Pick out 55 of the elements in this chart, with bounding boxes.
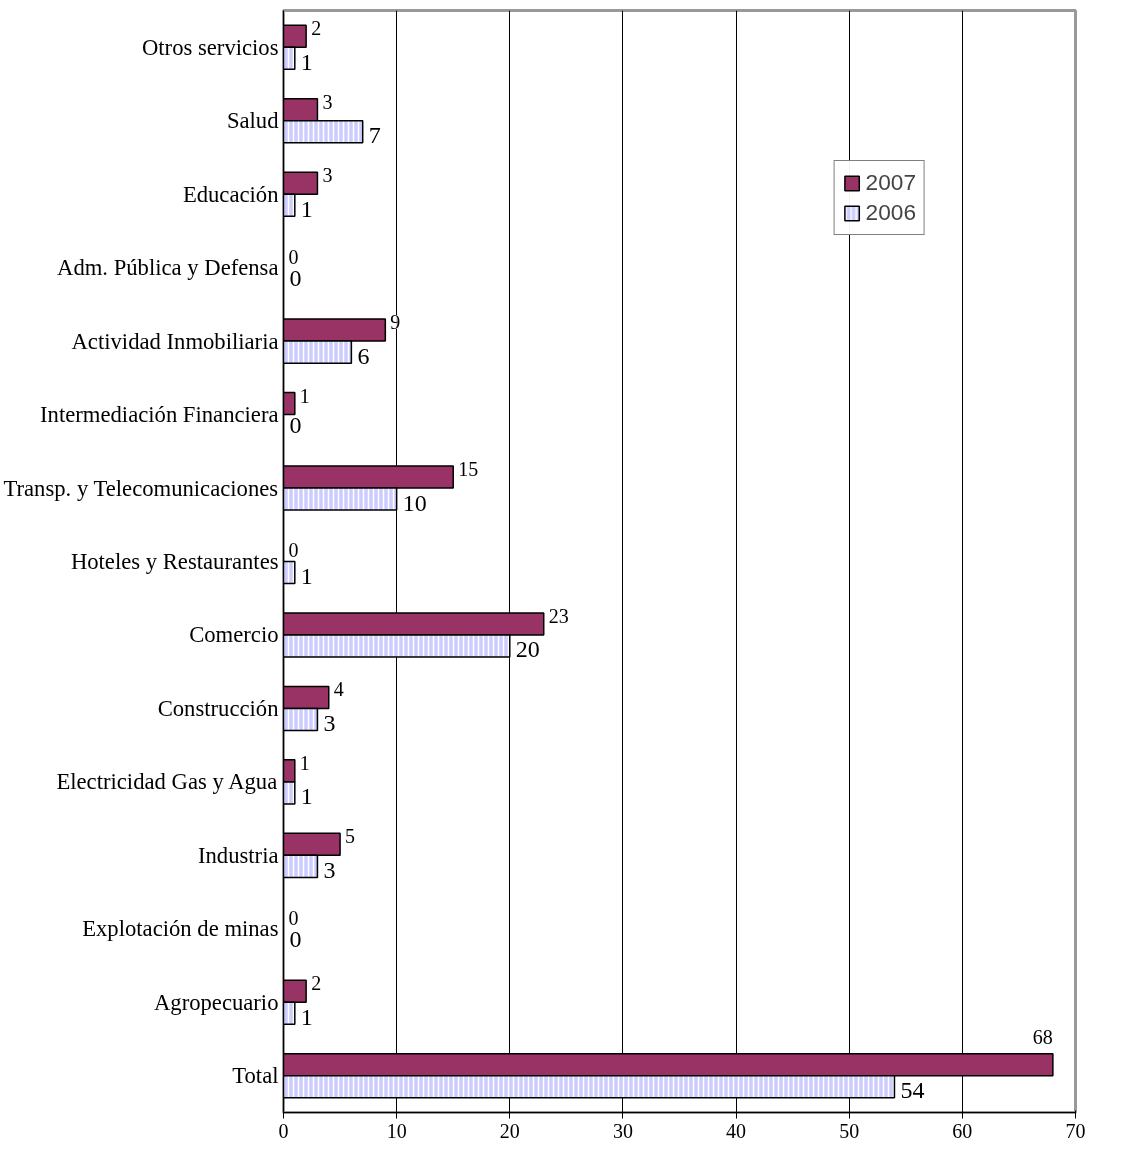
data-label: 3 [322, 90, 333, 113]
x-tick-label: 10 [386, 1119, 407, 1142]
data-label: 5 [345, 825, 356, 848]
x-tick-label: 60 [952, 1119, 973, 1142]
x-tick-label: 50 [839, 1119, 860, 1142]
data-label: 3 [322, 164, 333, 187]
data-label: 0 [289, 265, 302, 292]
y-tick-label: Electricidad Gas y Agua [56, 769, 278, 795]
y-tick-label: Otros servicios [141, 34, 279, 60]
y-tick-label: Agropecuario [153, 989, 279, 1015]
data-label: 2 [311, 17, 322, 40]
y-tick-label: Transp. y Telecomunicaciones [3, 475, 279, 501]
data-label: 1 [300, 195, 313, 222]
data-label: 0 [289, 412, 302, 439]
data-label: 15 [458, 458, 479, 481]
y-tick-label: Intermediación Financiera [40, 402, 279, 428]
x-tick-label: 0 [278, 1119, 289, 1142]
y-tick-label: Comercio [189, 622, 279, 648]
x-tick-label: 40 [726, 1119, 747, 1142]
data-label: 1 [300, 1003, 313, 1030]
y-tick-label: Salud [226, 108, 280, 134]
data-label: 6 [357, 342, 370, 369]
y-tick-label: Construcción [157, 695, 279, 721]
data-label: 7 [368, 122, 381, 149]
data-label: 54 [900, 1077, 925, 1104]
x-tick-label: 20 [499, 1119, 520, 1142]
data-label: 0 [289, 926, 302, 953]
data-label: 23 [548, 604, 569, 627]
y-tick-label: Adm. Pública y Defensa [57, 255, 279, 281]
x-tick-label: 70 [1065, 1119, 1086, 1142]
data-label: 2 [311, 972, 322, 995]
legend-label: 2006 [865, 199, 916, 226]
y-tick-label: Explotación de minas [82, 916, 279, 942]
data-label: 3 [323, 856, 336, 883]
y-tick-label: Educación [182, 181, 279, 207]
data-label: 1 [299, 751, 310, 774]
data-label: 9 [390, 311, 401, 334]
data-label: 20 [515, 636, 540, 663]
data-label: 1 [299, 384, 310, 407]
data-label: 0 [288, 245, 299, 268]
legend-label: 2007 [865, 169, 916, 196]
data-label: 3 [323, 709, 336, 736]
data-label: 0 [288, 906, 299, 929]
y-tick-label: Total [232, 1063, 279, 1089]
data-label: 10 [402, 489, 427, 516]
x-tick-label: 30 [612, 1119, 633, 1142]
data-label: 1 [300, 783, 313, 810]
data-label: 1 [300, 563, 313, 590]
y-tick-label: Actividad Inmobiliaria [71, 328, 279, 354]
data-label: 1 [300, 48, 313, 75]
y-tick-label: Industria [197, 842, 279, 868]
data-label: 4 [333, 678, 344, 701]
data-label: 0 [288, 539, 299, 562]
y-tick-label: Hoteles y Restaurantes [70, 549, 279, 574]
data-label: 68 [1032, 1025, 1053, 1048]
